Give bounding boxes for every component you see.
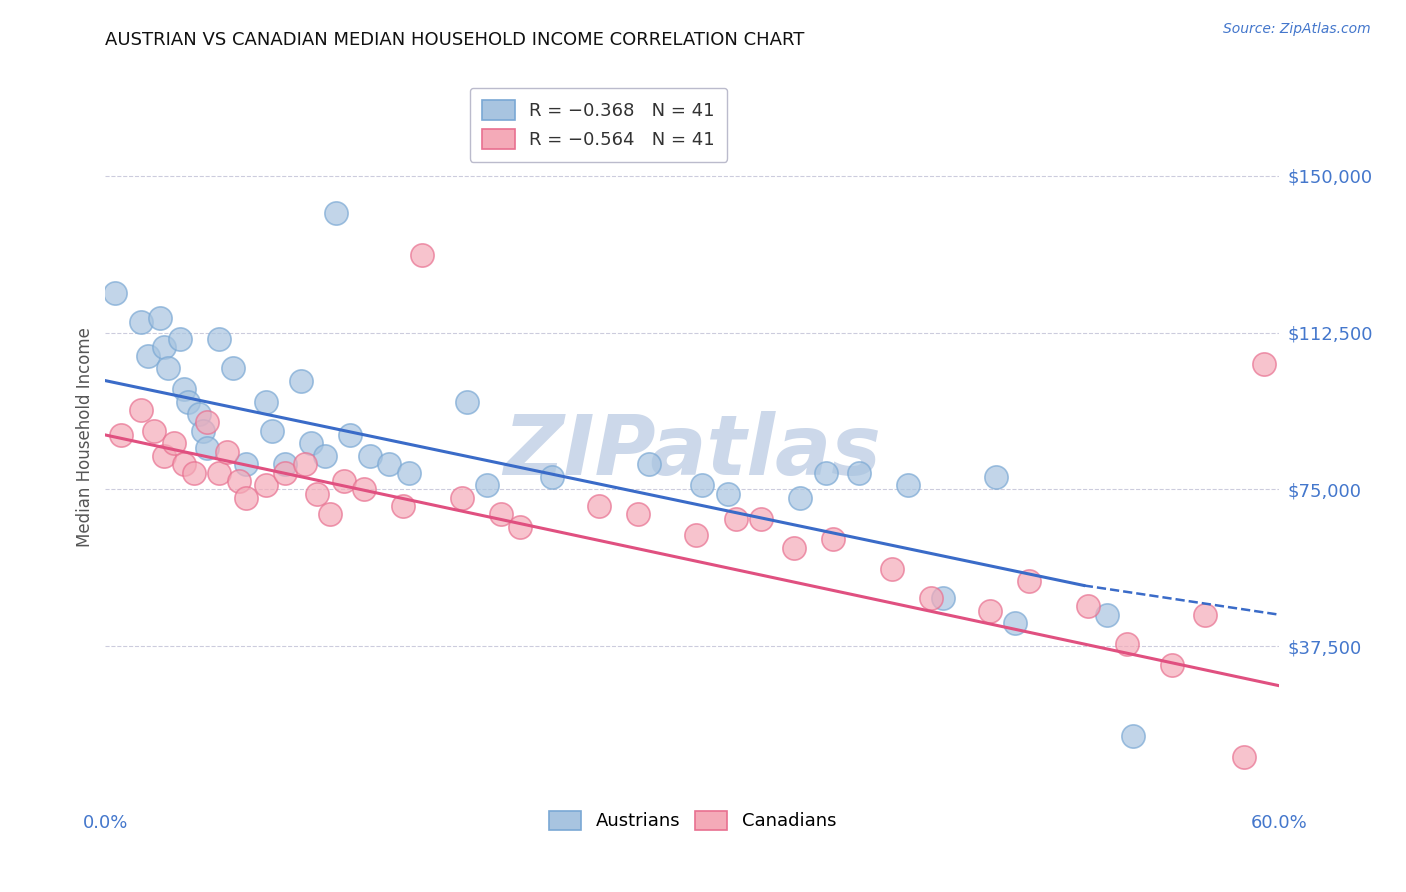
Canadians [1253, 357, 1275, 371]
Y-axis label: Median Household Income: Median Household Income [76, 327, 94, 547]
Canadians [129, 403, 152, 417]
Canadians [305, 486, 328, 500]
Canadians [880, 562, 903, 576]
Austrians [193, 424, 215, 438]
Austrians [274, 457, 297, 471]
Austrians [290, 374, 312, 388]
Austrians [221, 361, 243, 376]
Canadians [163, 436, 186, 450]
Text: ZIPatlas: ZIPatlas [503, 411, 882, 492]
Canadians [1018, 574, 1040, 589]
Austrians [378, 457, 401, 471]
Austrians [897, 478, 920, 492]
Austrians [208, 332, 231, 346]
Austrians [176, 394, 198, 409]
Austrians [932, 591, 955, 605]
Austrians [153, 340, 176, 354]
Austrians [475, 478, 498, 492]
Canadians [254, 478, 277, 492]
Canadians [110, 428, 132, 442]
Austrians [157, 361, 180, 376]
Canadians [920, 591, 942, 605]
Canadians [1160, 657, 1182, 672]
Canadians [411, 248, 433, 262]
Austrians [188, 407, 211, 421]
Canadians [208, 466, 231, 480]
Text: Source: ZipAtlas.com: Source: ZipAtlas.com [1223, 22, 1371, 37]
Canadians [392, 499, 415, 513]
Austrians [1097, 607, 1119, 622]
Canadians [173, 457, 195, 471]
Canadians [450, 491, 472, 505]
Canadians [509, 520, 531, 534]
Canadians [235, 491, 257, 505]
Austrians [540, 470, 562, 484]
Canadians [1233, 749, 1256, 764]
Austrians [260, 424, 283, 438]
Canadians [353, 483, 375, 497]
Austrians [638, 457, 661, 471]
Austrians [325, 206, 347, 220]
Canadians [294, 457, 316, 471]
Austrians [984, 470, 1007, 484]
Austrians [138, 349, 160, 363]
Austrians [299, 436, 322, 450]
Austrians [169, 332, 191, 346]
Austrians [149, 310, 172, 325]
Canadians [724, 511, 747, 525]
Canadians [228, 474, 250, 488]
Austrians [456, 394, 478, 409]
Legend: Austrians, Canadians: Austrians, Canadians [541, 804, 844, 838]
Canadians [823, 533, 845, 547]
Canadians [685, 528, 707, 542]
Canadians [749, 511, 772, 525]
Austrians [235, 457, 257, 471]
Canadians [1077, 599, 1099, 614]
Canadians [319, 508, 342, 522]
Text: AUSTRIAN VS CANADIAN MEDIAN HOUSEHOLD INCOME CORRELATION CHART: AUSTRIAN VS CANADIAN MEDIAN HOUSEHOLD IN… [105, 31, 804, 49]
Canadians [783, 541, 806, 555]
Austrians [814, 466, 837, 480]
Canadians [153, 449, 176, 463]
Austrians [717, 486, 740, 500]
Canadians [333, 474, 356, 488]
Canadians [143, 424, 166, 438]
Austrians [129, 315, 152, 329]
Austrians [104, 285, 127, 300]
Austrians [173, 382, 195, 396]
Austrians [1122, 729, 1144, 743]
Austrians [314, 449, 336, 463]
Austrians [1004, 616, 1026, 631]
Canadians [215, 444, 238, 458]
Canadians [979, 603, 1001, 617]
Canadians [1194, 607, 1216, 622]
Canadians [1115, 637, 1137, 651]
Austrians [789, 491, 811, 505]
Austrians [690, 478, 713, 492]
Austrians [398, 466, 420, 480]
Canadians [274, 466, 297, 480]
Austrians [359, 449, 381, 463]
Canadians [588, 499, 610, 513]
Austrians [848, 466, 870, 480]
Canadians [195, 416, 218, 430]
Austrians [254, 394, 277, 409]
Canadians [183, 466, 205, 480]
Austrians [195, 441, 218, 455]
Canadians [489, 508, 512, 522]
Canadians [627, 508, 650, 522]
Austrians [339, 428, 361, 442]
